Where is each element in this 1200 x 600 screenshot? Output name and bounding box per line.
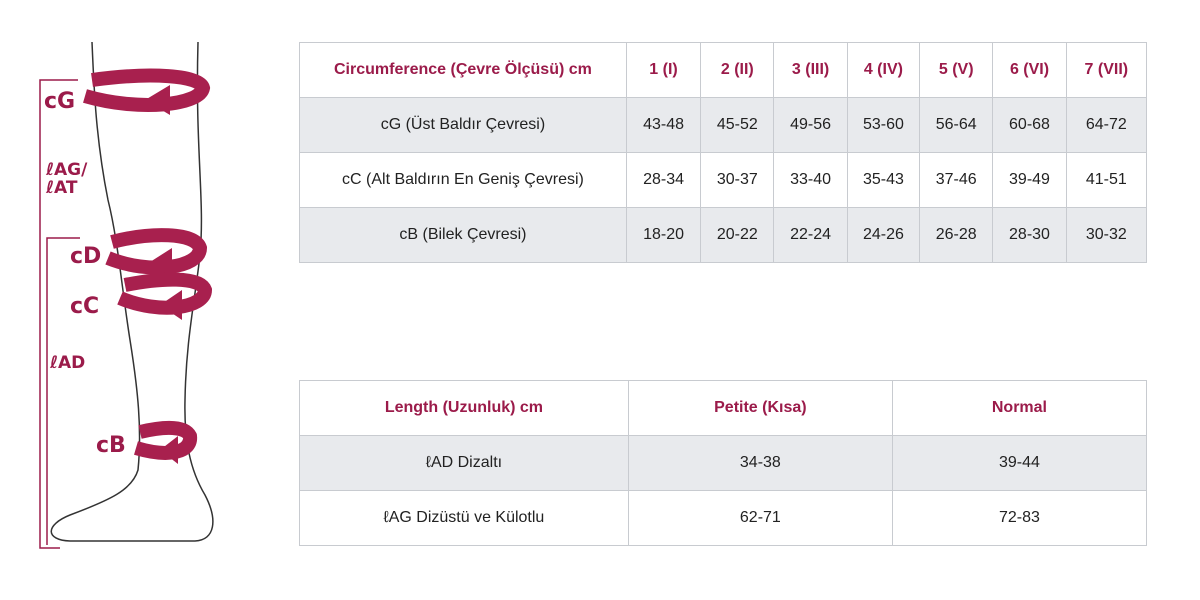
cell: 53-60 [846,97,921,153]
cell: 18-20 [625,207,702,263]
cell: 39-44 [891,435,1148,491]
cell: 7 (VII) [1065,42,1148,98]
row: cG (Üst Baldır Çevresi) 43-48 45-52 49-56 53… [299,97,1148,153]
header-row: Length (Uzunluk) cm Petite (Kısa) Normal [299,380,1148,436]
cell: 72-83 [891,490,1148,546]
circumference-table: Circumference (Çevre Ölçüsü) cm 1 (I) 2 (I… [299,42,1148,263]
cell: 30-37 [700,152,775,208]
cell: 30-32 [1065,207,1148,263]
cell: Petite (Kısa) [627,380,893,436]
cell: Length (Uzunluk) cm [299,380,629,436]
row: cC (Alt Baldırın En Geniş Çevresi) 28-34 3… [299,152,1148,208]
cell: 45-52 [700,97,775,153]
leg-outline [50,41,214,542]
row: ℓAG Dizüstü ve Külotlu 62-71 72-83 [299,490,1148,546]
cell: cC (Alt Baldırın En Geniş Çevresi) [299,152,627,208]
label: ℓAT [45,178,78,198]
cell: 3 (III) [773,42,848,98]
cell: 33-40 [773,152,848,208]
cell: cG (Üst Baldır Çevresi) [299,97,627,153]
cell: cB (Bilek Çevresi) [299,207,627,263]
length-table: Length (Uzunluk) cm Petite (Kısa) Normal ℓA… [299,380,1148,546]
header-row: Circumference (Çevre Ölçüsü) cm 1 (I) 2 (I… [299,42,1148,98]
cell: 6 (VI) [992,42,1067,98]
cell: 64-72 [1065,97,1148,153]
cell: 49-56 [773,97,848,153]
cell: 56-64 [919,97,994,153]
cell: 5 (V) [919,42,994,98]
leg-diagram: cG ℓAG/ ℓAT cD cC ℓAD cB [39,41,214,549]
cell: 24-26 [846,207,921,263]
cell: 2 (II) [700,42,775,98]
cell: 26-28 [919,207,994,263]
label: cG [44,89,75,114]
cell: 28-30 [992,207,1067,263]
cell: 43-48 [625,97,702,153]
cell: 35-43 [846,152,921,208]
row: cB (Bilek Çevresi) 18-20 20-22 22-24 24-26 26… [299,207,1148,263]
cell: ℓAG Dizüstü ve Külotlu [299,490,629,546]
row: ℓAD Dizaltı 34-38 39-44 [299,435,1148,491]
cell: 22-24 [773,207,848,263]
cell: 37-46 [919,152,994,208]
cell: 34-38 [627,435,893,491]
cell: 28-34 [625,152,702,208]
cell: 1 (I) [625,42,702,98]
cell: Normal [891,380,1148,436]
cell: 4 (IV) [846,42,921,98]
arrows [83,68,213,460]
label: cB [96,433,126,458]
cell: 60-68 [992,97,1067,153]
label: cC [70,294,99,319]
cell: 41-51 [1065,152,1148,208]
label: ℓAG/ [45,160,88,180]
cell: 20-22 [700,207,775,263]
cell: 62-71 [627,490,893,546]
cell: Circumference (Çevre Ölçüsü) cm [299,42,627,98]
arrow-heads [145,85,182,464]
cell: ℓAD Dizaltı [299,435,629,491]
label: cD [70,244,101,269]
label: ℓAD [49,353,85,373]
cell: 39-49 [992,152,1067,208]
brackets [39,79,80,549]
